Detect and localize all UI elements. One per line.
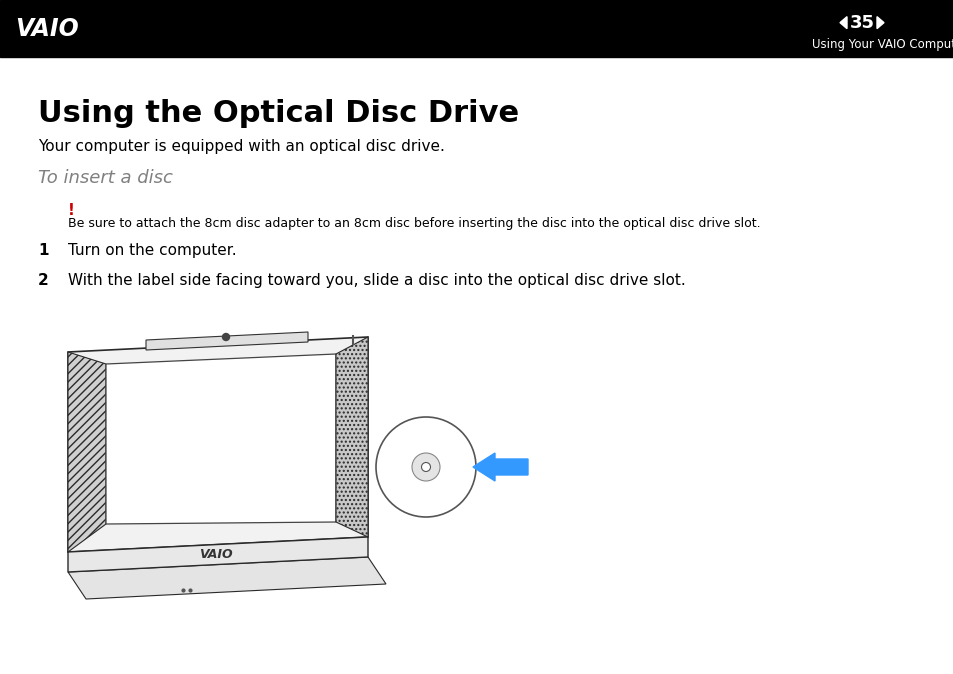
Text: 1: 1 — [38, 243, 49, 258]
Text: 2: 2 — [38, 273, 49, 288]
Text: Be sure to attach the 8cm disc adapter to an 8cm disc before inserting the disc : Be sure to attach the 8cm disc adapter t… — [68, 217, 760, 231]
Text: Using Your VAIO Computer: Using Your VAIO Computer — [811, 38, 953, 51]
Polygon shape — [146, 332, 308, 350]
Text: VAIO: VAIO — [199, 549, 233, 561]
Text: Your computer is equipped with an optical disc drive.: Your computer is equipped with an optica… — [38, 140, 444, 154]
Polygon shape — [840, 17, 846, 28]
Polygon shape — [68, 337, 368, 552]
Circle shape — [421, 462, 430, 472]
Polygon shape — [335, 337, 368, 537]
Circle shape — [222, 334, 230, 340]
Text: 35: 35 — [848, 13, 874, 32]
Text: !: ! — [68, 204, 74, 218]
Polygon shape — [68, 352, 106, 552]
Text: To insert a disc: To insert a disc — [38, 169, 172, 187]
FancyArrow shape — [473, 453, 527, 481]
Polygon shape — [68, 557, 386, 599]
Text: Turn on the computer.: Turn on the computer. — [68, 243, 236, 258]
Text: With the label side facing toward you, slide a disc into the optical disc drive : With the label side facing toward you, s… — [68, 273, 685, 288]
Circle shape — [412, 453, 439, 481]
Circle shape — [375, 417, 476, 517]
Text: VAIO: VAIO — [15, 17, 79, 40]
Bar — [0, 0, 953, 57]
Text: Using the Optical Disc Drive: Using the Optical Disc Drive — [38, 99, 518, 128]
Polygon shape — [106, 354, 335, 524]
Polygon shape — [876, 17, 883, 28]
Polygon shape — [68, 537, 368, 572]
